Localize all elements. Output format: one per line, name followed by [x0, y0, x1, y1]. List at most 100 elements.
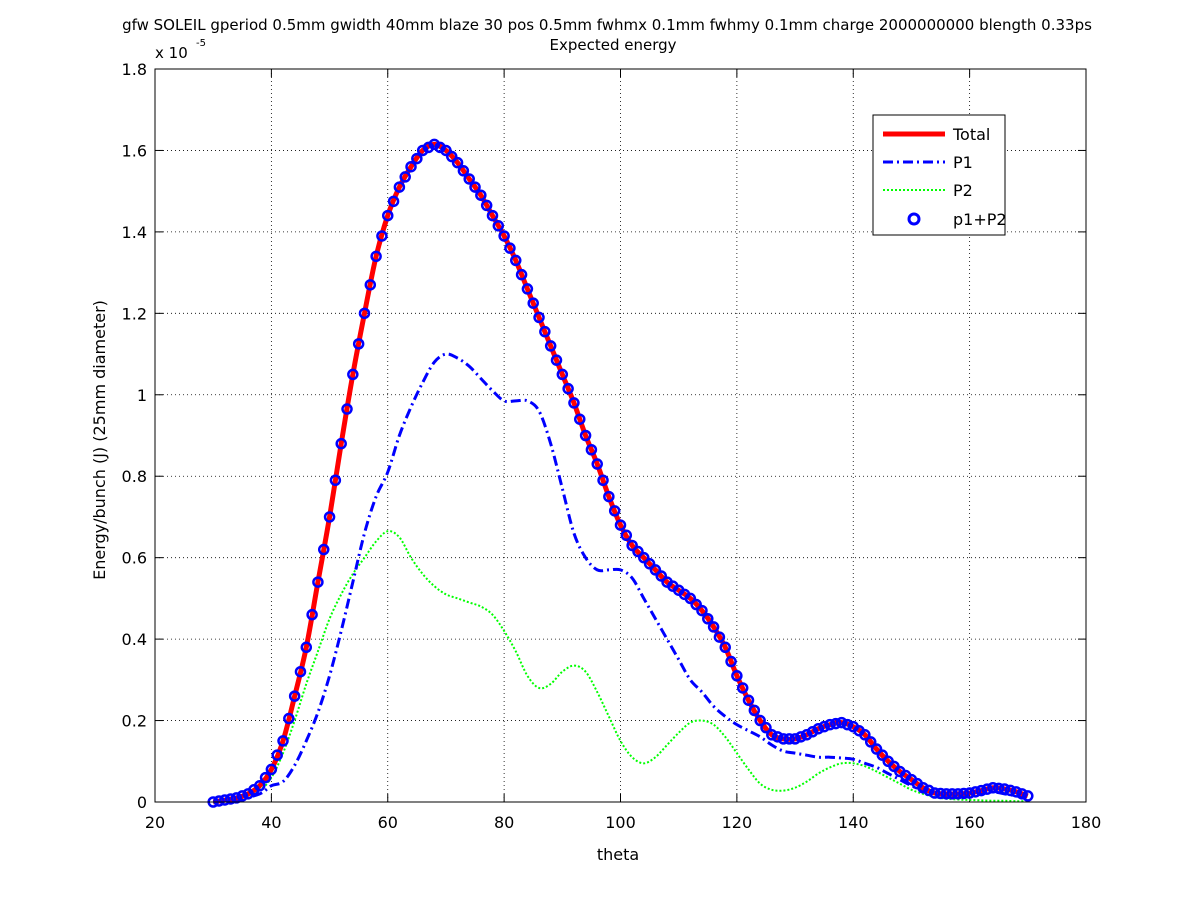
series-marker-p1p2	[288, 690, 301, 702]
series-marker-p1p2	[806, 726, 819, 738]
series-marker-p1p2	[830, 717, 842, 730]
series-marker-p1p2	[341, 403, 353, 415]
series-marker-p1p2	[620, 529, 633, 542]
y-tick-label: 1.4	[122, 223, 147, 242]
series-marker-p1p2	[824, 718, 836, 731]
series-marker-p1p2	[416, 144, 429, 157]
series-marker-p1p2	[510, 254, 522, 267]
series-marker-p1p2	[428, 138, 441, 151]
series-marker-p1p2	[1010, 786, 1022, 798]
series-marker-p1p2	[335, 437, 347, 450]
series-marker-p1p2	[469, 181, 481, 193]
series-marker-p1p2	[742, 694, 755, 706]
series-marker-p1p2	[236, 790, 249, 802]
series-marker-p1p2	[707, 621, 720, 633]
series-marker-p1p2	[800, 729, 813, 741]
y-tick-label: 0.6	[122, 549, 147, 568]
series-marker-p1p2	[736, 682, 749, 694]
series-marker-p1p2	[411, 152, 423, 165]
series-marker-p1p2	[917, 781, 929, 794]
series-marker-p1p2	[876, 749, 889, 761]
x-tick-label: 100	[605, 813, 636, 832]
series-marker-p1p2	[382, 209, 394, 222]
series-marker-p1p2	[864, 736, 877, 748]
series-marker-p1p2	[923, 784, 935, 797]
series-marker-p1p2	[1016, 788, 1028, 800]
series-marker-p1p2	[376, 230, 388, 242]
series-marker-p1p2	[626, 539, 638, 552]
series-marker-p1p2	[870, 743, 883, 755]
series-marker-p1p2	[364, 279, 377, 291]
series-marker-p1p2	[940, 788, 953, 800]
series-marker-p1p2	[655, 570, 667, 582]
series-marker-p1p2	[713, 631, 726, 643]
series-marker-p1p2	[312, 576, 324, 588]
series-marker-p1p2	[521, 283, 534, 295]
series-marker-p1p2	[766, 729, 778, 741]
legend: Total P1 P2 p1+P2	[872, 114, 1007, 236]
series-marker-p1p2	[393, 181, 406, 193]
series-marker-p1p2	[317, 543, 330, 556]
series-marker-p1p2	[300, 641, 313, 654]
series-marker-p1p2	[347, 368, 359, 381]
series-marker-p1p2	[579, 429, 592, 442]
series-marker-p1p2	[574, 413, 586, 425]
series-marker-p1p2	[219, 794, 231, 806]
series-marker-p1p2	[818, 720, 830, 733]
series-marker-p1p2	[463, 173, 475, 185]
series-marker-p1p2	[702, 613, 714, 625]
series-marker-p1p2	[585, 444, 598, 456]
series-marker-p1p2	[544, 340, 557, 352]
series-marker-p1p2	[277, 735, 289, 747]
series-marker-p1p2	[608, 505, 621, 517]
x-tick-label: 160	[954, 813, 985, 832]
x-tick-label: 140	[838, 813, 869, 832]
series-marker-p1p2	[859, 729, 871, 741]
x-axis-label: theta	[597, 845, 639, 864]
series-marker-p1p2	[527, 297, 539, 309]
series-marker-p1p2	[841, 718, 854, 731]
series-marker-p1p2	[748, 704, 761, 717]
y-tick-label: 1.6	[122, 141, 147, 160]
chart-title-line1: gfw SOLEIL gperiod 0.5mm gwidth 40mm bla…	[122, 16, 1092, 34]
series-marker-p1p2	[457, 165, 470, 177]
series-marker-p1p2	[614, 519, 627, 531]
legend-label-p1p2: p1+P2	[953, 210, 1007, 229]
series-marker-p1p2	[603, 490, 615, 503]
series-marker-p1p2	[515, 268, 528, 281]
series-marker-p1p2	[498, 230, 510, 242]
y-tick-label: 1	[137, 386, 147, 405]
series-marker-p1p2	[213, 795, 225, 807]
axis-ticks: 20 40 60 80 100 120 140 160 180 0 0.2 0.4 0.6 0.8 1 1.2…	[122, 60, 1102, 832]
series-marker-p1p2	[568, 397, 580, 409]
series-marker-p1p2	[812, 722, 825, 735]
series-marker-p1p2	[358, 307, 371, 320]
legend-label-p2: P2	[953, 181, 973, 200]
x-tick-label: 120	[722, 813, 753, 832]
series-marker-p1p2	[387, 195, 400, 208]
series-marker-p1p2	[480, 199, 493, 212]
x-tick-label: 180	[1071, 813, 1102, 832]
series-marker-p1p2	[370, 250, 382, 263]
series-marker-p1p2	[777, 733, 790, 745]
legend-label-total: Total	[952, 125, 990, 144]
y-tick-label: 1.8	[122, 60, 147, 79]
series-marker-p1p2	[731, 670, 743, 682]
y-exponent-label: x 10	[155, 44, 188, 62]
x-tick-label: 80	[494, 813, 514, 832]
series-marker-p1p2	[405, 160, 417, 173]
series-marker-p1p2	[224, 793, 237, 805]
series-marker-p1p2	[283, 712, 295, 725]
series-marker-p1p2	[975, 784, 988, 797]
series-marker-p1p2	[306, 608, 318, 621]
series-marker-p1p2	[591, 458, 603, 470]
series-marker-p1p2	[323, 511, 336, 523]
y-tick-label: 1.2	[122, 304, 147, 323]
axes-box	[154, 68, 1087, 803]
series-marker-p1p2	[649, 564, 662, 576]
y-tick-label: 0.4	[122, 630, 147, 649]
series-marker-p1p2	[934, 787, 947, 800]
series-line-p1	[213, 352, 1029, 804]
series-marker-p1p2	[539, 325, 551, 338]
